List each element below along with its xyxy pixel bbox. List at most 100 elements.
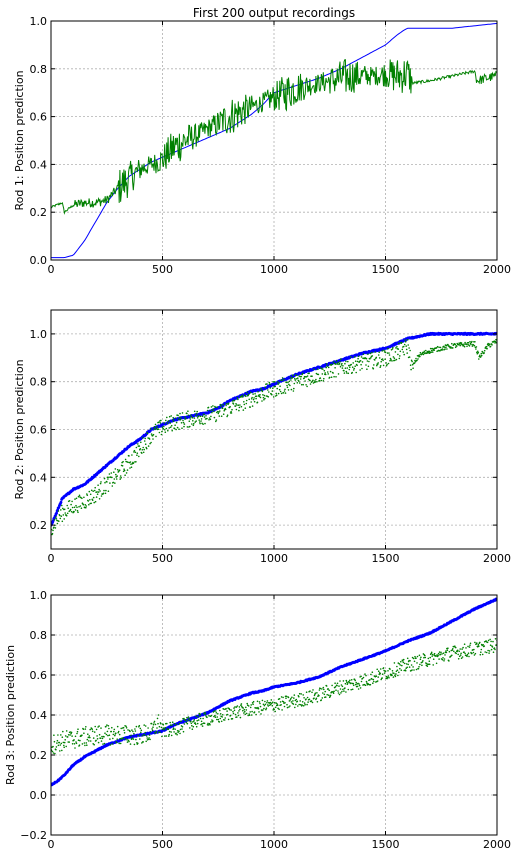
panel-3-green-point-20 (60, 734, 62, 736)
panel-2-green-point-280 (187, 414, 190, 417)
panel-2-green-point-658 (373, 364, 375, 366)
panel-3-green-point-775 (430, 652, 433, 655)
panel-2-green-point-498 (294, 379, 297, 381)
panel-1-xtick-label-4: 2000 (483, 263, 511, 276)
panel-3-green-point-835 (459, 654, 462, 656)
panel-3-green-point-94 (96, 735, 98, 737)
panel-2-green-point-888 (485, 345, 488, 348)
panel-3-green-point-573 (331, 684, 333, 687)
panel-3-green-point-808 (446, 649, 449, 651)
panel-2-green-point-44 (71, 506, 74, 509)
panel-3-green-point-592 (340, 684, 343, 686)
panel-3-green-point-321 (207, 724, 210, 726)
panel-2-green-point-660 (374, 359, 376, 361)
panel-2-green-point-256 (175, 421, 178, 424)
panel-2-green-point-279 (187, 410, 189, 413)
panel-3-green-point-233 (164, 726, 167, 729)
panel-3-green-point-587 (338, 685, 340, 687)
panel-3-green-point-725 (405, 663, 408, 665)
panel-3-green-point-706 (396, 669, 399, 671)
panel-3-ytick-label-4: 0.6 (30, 669, 48, 682)
panel-3-green-point-80 (89, 728, 91, 731)
panel-2-green-point-599 (344, 362, 346, 365)
panel-2-green-point-101 (99, 482, 102, 485)
panel-3-green-point-127 (112, 733, 115, 736)
panel-3-green-point-628 (358, 683, 360, 685)
panel-2-green-point-33 (66, 504, 68, 507)
panel-3-green-point-245 (170, 731, 172, 733)
panel-2-green-point-490 (290, 388, 293, 391)
panel-2-green-point-630 (359, 369, 361, 371)
panel-3-green-point-457 (274, 710, 277, 713)
panel-3: 0 500 1000 1500 2000 −0.2 0.0 0.2 0.4 0.6 0.8 1.0 Ro… (4, 589, 511, 851)
panel-2-green-point-503 (297, 377, 299, 379)
panel-3-green-point-533 (311, 701, 314, 704)
panel-3-green-point-67 (83, 732, 85, 734)
panel-2-green-point-654 (371, 351, 373, 354)
panel-3-green-point-667 (377, 676, 380, 678)
panel-3-green-point-253 (174, 728, 176, 730)
panel-3-green-point-496 (293, 694, 296, 696)
panel-3-green-point-682 (384, 670, 387, 672)
panel-2-green-point-459 (275, 392, 278, 395)
panel-3-green-point-486 (288, 700, 291, 702)
panel-2-green-point-307 (200, 418, 203, 420)
panel-2-green-point-117 (107, 490, 110, 493)
panel-3-green-point-77 (88, 740, 90, 742)
panel-1-xtick-label-3: 1500 (372, 263, 400, 276)
panel-2-green-point-18 (59, 514, 61, 517)
panel-3-green-point-140 (118, 733, 121, 736)
panel-2-green-point-49 (74, 498, 76, 500)
panel-3-green-point-205 (150, 722, 153, 725)
panel-3-green-point-264 (179, 728, 182, 731)
panel-2-green-point-56 (77, 495, 80, 498)
panel-2-green-point-54 (76, 509, 79, 512)
panel-3-green-point-792 (438, 651, 441, 653)
panel-3-green-point-186 (141, 735, 144, 737)
panel-3-green-point-433 (262, 703, 265, 706)
panel-2-green-point-88 (93, 501, 95, 504)
panel-2-green-point-809 (447, 343, 449, 346)
panel-3-green-point-217 (156, 717, 159, 720)
panel-2-green-point-645 (366, 360, 369, 362)
panel-3-green-point-178 (137, 734, 140, 737)
panel-3-green-point-439 (265, 707, 268, 709)
panel-2-green-point-325 (209, 418, 212, 421)
panel-3-green-point-165 (131, 729, 133, 731)
panel-2-green-point-858 (471, 340, 473, 343)
panel-2-series-2 (51, 338, 497, 536)
panel-3-green-point-22 (61, 749, 63, 752)
panel-2-green-point-685 (386, 363, 388, 366)
panel-3-green-point-494 (292, 703, 295, 705)
panel-2-green-point-621 (354, 360, 357, 363)
panel-3-green-point-495 (293, 697, 295, 699)
panel-2-green-point-661 (374, 351, 377, 353)
panel-2-green-point-278 (186, 426, 189, 428)
panel-2-green-point-272 (183, 423, 186, 425)
panel-3-green-point-898 (490, 648, 493, 651)
panel-2-green-point-670 (378, 357, 381, 359)
panel-3-green-point-719 (402, 658, 405, 661)
panel-3-green-point-116 (107, 734, 109, 737)
panel-3-green-point-522 (306, 703, 308, 706)
panel-3-green-point-367 (230, 709, 232, 711)
panel-2-green-point-576 (332, 361, 335, 363)
panel-3-green-point-92 (95, 739, 97, 742)
panel-3-green-point-201 (148, 734, 151, 736)
panel-2-green-point-570 (329, 370, 332, 373)
panel-2-green-point-415 (253, 400, 256, 403)
panel-2-green-point-20 (60, 509, 62, 511)
panel-2-green-point-698 (392, 356, 395, 358)
panel-3-green-point-392 (242, 707, 245, 709)
panel-2-green-point-268 (181, 412, 184, 414)
panel-2-green-point-637 (362, 353, 365, 356)
panel-2-green-point-551 (320, 379, 323, 382)
panel-3-green-point-257 (176, 733, 178, 736)
panel-2-green-point-681 (384, 358, 386, 361)
panel-3-green-point-832 (458, 650, 461, 653)
panel-2-green-point-625 (356, 360, 359, 363)
panel-3-green-point-584 (336, 682, 339, 685)
panel-3-green-point-81 (89, 740, 92, 742)
panel-3-green-point-343 (218, 721, 221, 723)
panel-2-green-point-436 (264, 397, 266, 400)
